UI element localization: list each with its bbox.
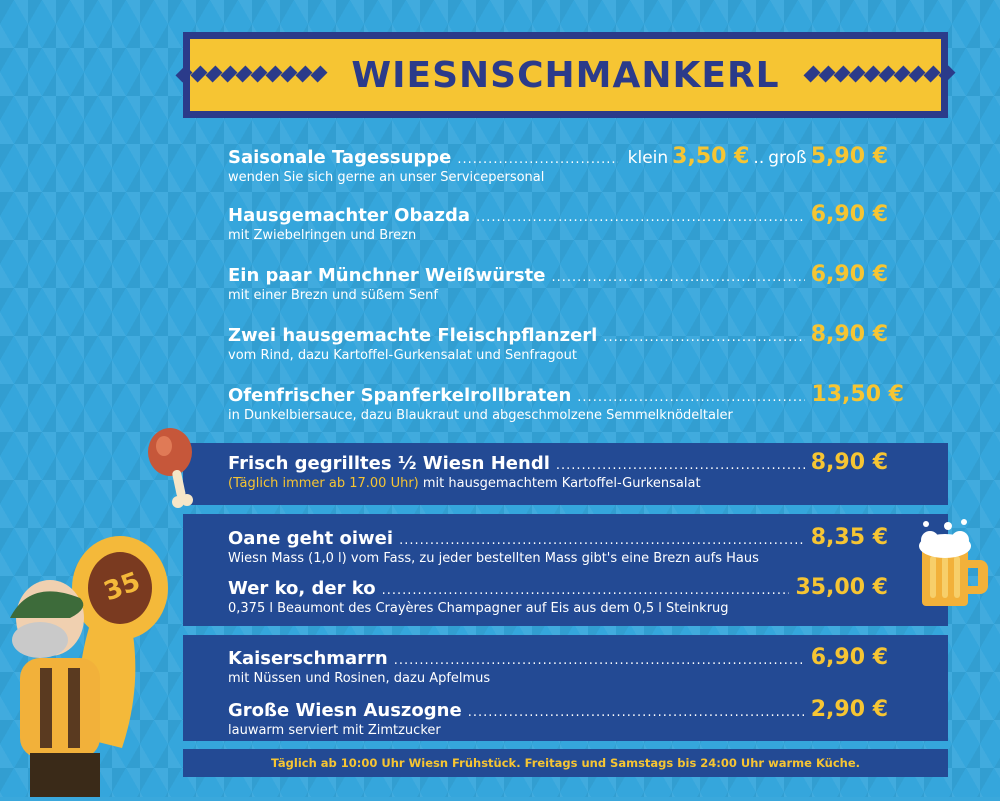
diamond-pattern-right	[806, 66, 953, 84]
menu-item: Hausgemachter Obazda 6,90 € mit Zwiebelr…	[228, 202, 888, 243]
item-description: 0,375 l Beaumont des Crayères Champagner…	[228, 601, 729, 616]
item-price: 8,90 €	[810, 322, 888, 347]
item-price: 6,90 €	[810, 202, 888, 227]
item-name: Frisch gegrilltes ½ Wiesn Hendl	[228, 453, 550, 474]
dot-leader	[394, 653, 805, 668]
tuba-player-icon	[10, 536, 168, 797]
item-name: Kaiserschmarrn	[228, 648, 388, 669]
size-label-small: klein	[627, 148, 669, 168]
item-price: 13,50 €	[811, 382, 904, 407]
menu-item: Saisonale Tagessuppe klein 3,50 € .. gro…	[228, 144, 888, 185]
dot-leader	[399, 533, 805, 548]
size-label-large: groß	[768, 148, 807, 168]
dot-leader	[551, 270, 804, 285]
beer-mug-icon	[919, 519, 988, 606]
item-price: 6,90 €	[810, 645, 888, 670]
menu-item: Große Wiesn Auszogne 2,90 € lauwarm serv…	[228, 697, 888, 738]
separator: ..	[753, 148, 765, 168]
menu-item: Frisch gegrilltes ½ Wiesn Hendl 8,90 € (…	[228, 450, 888, 491]
dot-leader	[468, 705, 805, 720]
item-name: Große Wiesn Auszogne	[228, 700, 462, 721]
menu-item: Wer ko, der ko 35,00 € 0,375 l Beaumont …	[228, 575, 888, 616]
item-description: vom Rind, dazu Kartoffel-Gurkensalat und…	[228, 348, 577, 363]
item-description: lauwarm serviert mit Zimtzucker	[228, 723, 441, 738]
item-name: Saisonale Tagessuppe	[228, 147, 452, 168]
header-banner: WIESNSCHMANKERL	[183, 32, 948, 118]
item-description: mit hausgemachtem Kartoffel-Gurkensalat	[422, 476, 701, 491]
item-price: 6,90 €	[810, 262, 888, 287]
chicken-leg-icon	[148, 428, 193, 508]
menu-item: Ein paar Münchner Weißwürste 6,90 € mit …	[228, 262, 888, 303]
footer-bar: Täglich ab 10:00 Uhr Wiesn Frühstück. Fr…	[183, 749, 948, 777]
menu-item: Zwei hausgemachte Fleischpflanzerl 8,90 …	[228, 322, 888, 363]
item-name: Ofenfrischer Spanferkelrollbraten	[228, 385, 572, 406]
dot-leader	[603, 330, 804, 345]
menu-item: Kaiserschmarrn 6,90 € mit Nüssen und Ros…	[228, 645, 888, 686]
item-price: 8,90 €	[810, 450, 888, 475]
item-name: Ein paar Münchner Weißwürste	[228, 265, 546, 286]
item-price: 2,90 €	[810, 697, 888, 722]
dot-leader	[457, 152, 617, 167]
dot-leader	[476, 210, 805, 225]
item-price: 8,35 €	[810, 525, 888, 550]
item-price-small: 3,50 €	[672, 144, 750, 169]
item-name: Wer ko, der ko	[228, 578, 376, 599]
dot-leader	[577, 390, 805, 405]
item-price: 5,90 €	[810, 144, 888, 169]
footer-note: Täglich ab 10:00 Uhr Wiesn Frühstück. Fr…	[270, 756, 861, 770]
item-price: 35,00 €	[795, 575, 888, 600]
item-description: mit einer Brezn und süßem Senf	[228, 288, 438, 303]
menu-item: Oane geht oiwei 8,35 € Wiesn Mass (1,0 l…	[228, 525, 888, 566]
diamond-pattern-left	[178, 66, 325, 84]
menu-item: Ofenfrischer Spanferkelrollbraten 13,50 …	[228, 382, 904, 423]
item-description: mit Nüssen und Rosinen, dazu Apfelmus	[228, 671, 491, 686]
item-name: Hausgemachter Obazda	[228, 205, 471, 226]
item-description: in Dunkelbiersauce, dazu Blaukraut und a…	[228, 408, 733, 423]
item-name: Zwei hausgemachte Fleischpflanzerl	[228, 325, 598, 346]
dot-leader	[556, 458, 805, 473]
item-description: wenden Sie sich gerne an unser Servicepe…	[228, 170, 545, 185]
item-description: Wiesn Mass (1,0 l) vom Fass, zu jeder be…	[228, 551, 759, 566]
hendl-panel	[183, 443, 948, 505]
item-name: Oane geht oiwei	[228, 528, 394, 549]
tuba-player-illustration: 35	[0, 528, 180, 797]
dot-leader	[382, 583, 790, 598]
page-title: WIESNSCHMANKERL	[351, 54, 780, 96]
time-note: (Täglich immer ab 17.00 Uhr)	[228, 476, 419, 491]
item-description: mit Zwiebelringen und Brezn	[228, 228, 417, 243]
